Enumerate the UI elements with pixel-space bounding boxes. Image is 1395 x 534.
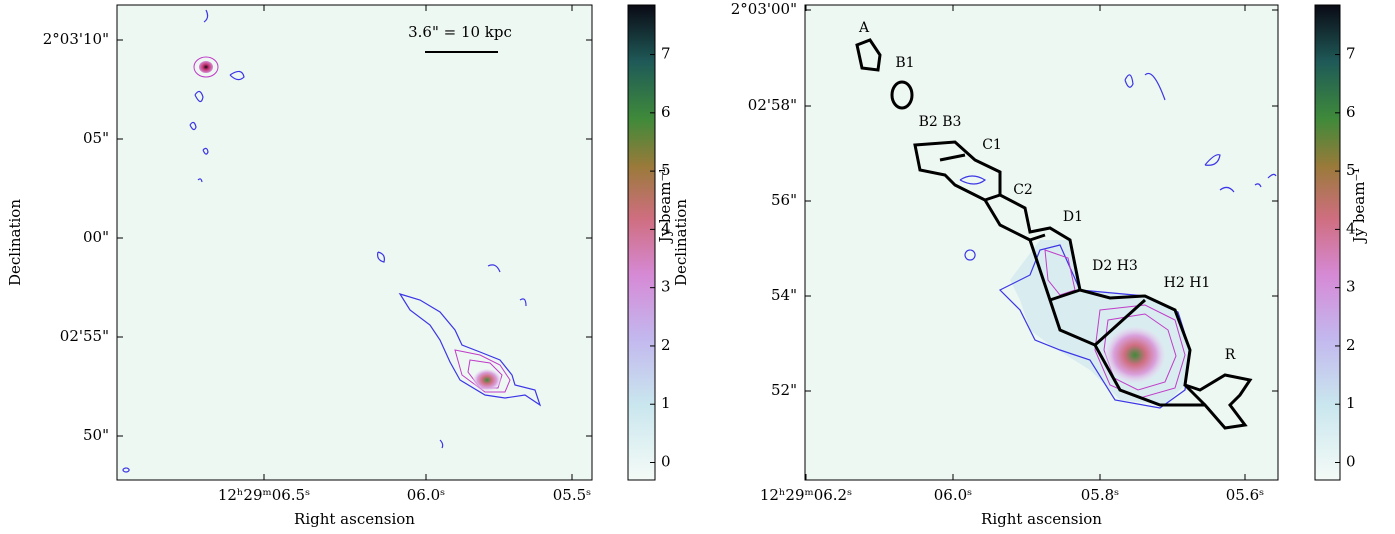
y-tick-label: 50" <box>83 426 109 444</box>
colorbar-tick-label: 7 <box>661 45 671 63</box>
y-tick-label: 02'55" <box>60 327 109 345</box>
region-label: R <box>1225 347 1236 363</box>
region-label: C1 <box>982 137 1002 153</box>
axes-left <box>116 4 593 481</box>
contours-left <box>122 9 542 473</box>
colorbar-tick-label: 2 <box>1346 336 1356 354</box>
region-label: D2 H3 <box>1092 258 1138 274</box>
y-tick-label: 52" <box>771 381 797 399</box>
axes-right <box>804 4 1279 481</box>
colorbar-tick-label: 0 <box>1346 453 1356 471</box>
region-label: C2 <box>1013 182 1033 198</box>
x-tick-label: 05.5ˢ <box>553 486 591 504</box>
x-axis-label: Right ascension <box>981 510 1102 528</box>
colorbar-tick-label: 1 <box>1346 394 1356 412</box>
region-label: A <box>858 20 870 36</box>
region-label: H2 H1 <box>1164 275 1211 291</box>
y-tick-label: 05" <box>83 129 109 147</box>
colorbar-label: Jy beam⁻¹ <box>656 168 674 245</box>
y-axis-label: Declination <box>672 199 690 286</box>
region-label: B2 B3 <box>919 114 962 130</box>
contours-right <box>855 38 1277 430</box>
colorbar-tick-label: 4 <box>1346 219 1356 237</box>
y-tick-label: 56" <box>771 191 797 209</box>
region-label: D1 <box>1063 209 1083 225</box>
colorbar-label: Jy beam⁻¹ <box>1350 168 1368 245</box>
region-label: B1 <box>895 55 914 71</box>
x-axis-label: Right ascension <box>294 510 415 528</box>
colorbar-left <box>627 4 656 481</box>
x-tick-label: 06.0ˢ <box>934 486 972 504</box>
colorbar-tick-label: 3 <box>1346 278 1356 296</box>
y-tick-label: 00" <box>83 228 109 246</box>
x-tick-label: 06.0ˢ <box>407 486 445 504</box>
colorbar-tick-label: 7 <box>1346 45 1356 63</box>
colorbar-tick-label: 0 <box>661 453 671 471</box>
y-tick-label: 2°03'10" <box>43 30 109 48</box>
colorbar-tick-label: 3 <box>661 278 671 296</box>
x-tick-label: 12ʰ29ᵐ06.2ˢ <box>760 486 852 504</box>
y-axis-label: Declination <box>6 199 24 286</box>
colorbar-tick-label: 6 <box>661 103 671 121</box>
y-tick-label: 54" <box>771 286 797 304</box>
x-tick-label: 05.6ˢ <box>1226 486 1264 504</box>
colorbar-tick-label: 5 <box>661 161 671 179</box>
x-tick-label: 12ʰ29ᵐ06.5ˢ <box>218 486 310 504</box>
colorbar-tick-label: 2 <box>661 336 671 354</box>
colorbar-tick-label: 6 <box>1346 103 1356 121</box>
image-left <box>117 5 592 480</box>
colorbar-right <box>1314 4 1341 481</box>
x-tick-label: 05.8ˢ <box>1081 486 1119 504</box>
colorbar-tick-label: 1 <box>661 394 671 412</box>
y-tick-label: 02'58" <box>748 96 797 114</box>
colorbar-tick-label: 5 <box>1346 161 1356 179</box>
colorbar-tick-label: 4 <box>661 219 671 237</box>
y-tick-label: 2°03'00" <box>731 0 797 18</box>
scale-annotation: 3.6" = 10 kpc <box>408 23 512 41</box>
